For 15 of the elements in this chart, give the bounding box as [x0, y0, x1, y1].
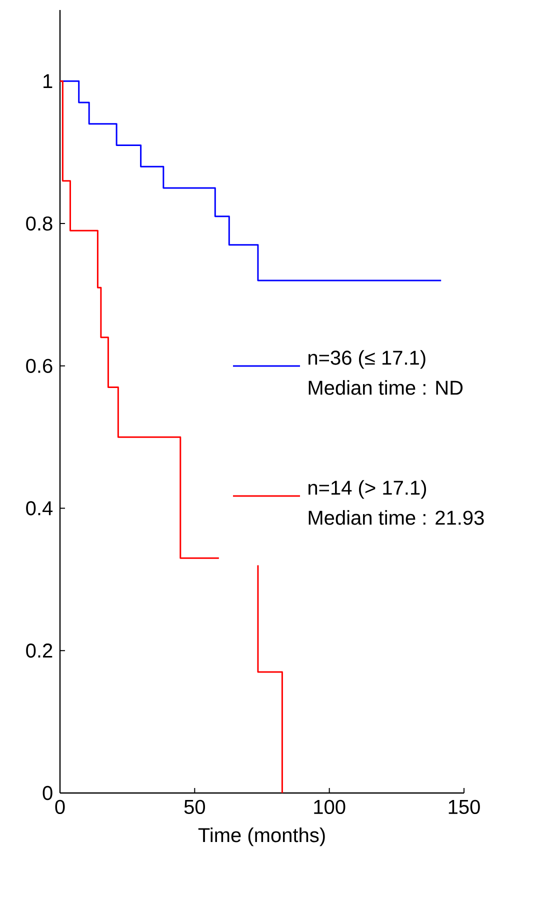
x-tick-label: 100 — [314, 800, 346, 814]
y-tick-label: 0.6 — [26, 358, 52, 373]
x-axis-title: Time (months) — [198, 828, 325, 846]
y-tick-label: 0.2 — [26, 644, 52, 658]
y-tick-label: 0.4 — [26, 501, 53, 516]
x-tick-label: 50 — [184, 800, 206, 814]
legend-label: n=14 (> 17.1) — [308, 480, 426, 499]
annotation: Median time : ND — [308, 380, 463, 395]
annotation: Median time : 21.93 — [308, 510, 484, 525]
y-tick-label: 0.8 — [26, 216, 52, 231]
x-tick-label: 150 — [448, 800, 480, 814]
y-tick-label: 0 — [42, 786, 52, 800]
legend-label: n=36 (≤ 17.1) — [308, 350, 426, 369]
y-tick-label: 1 — [44, 74, 52, 88]
x-tick-label: 0 — [55, 800, 65, 814]
